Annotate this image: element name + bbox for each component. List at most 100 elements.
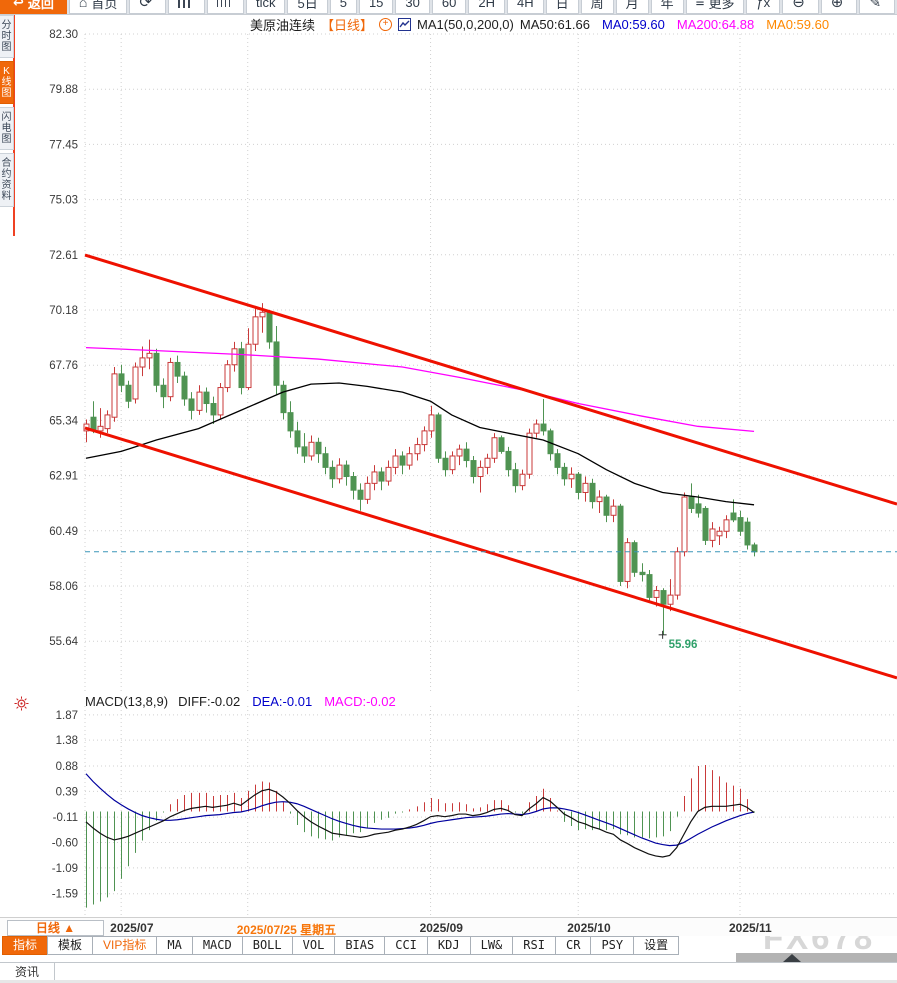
toolbar-button[interactable]: 5日 [287, 0, 328, 14]
toolbar-button[interactable]: 5 [329, 0, 357, 14]
svg-text:55.64: 55.64 [49, 636, 78, 648]
svg-text:-0.60: -0.60 [52, 838, 78, 850]
ma-value: MA0:59.60 [766, 17, 830, 32]
sidebar-chart-type-tab[interactable]: 闪电图 [0, 107, 14, 150]
indicator-button[interactable]: RSI [512, 936, 556, 955]
macd-legend: MACD(13,8,9) DIFF:-0.02 DEA:-0.01 MACD:-0.… [85, 694, 396, 709]
toolbar-button[interactable] [167, 0, 205, 14]
indicator-button[interactable]: LW& [469, 936, 514, 955]
ma-value: MA50:61.66 [519, 17, 590, 32]
indicator-button[interactable]: KDJ [426, 936, 471, 955]
ma-indicator-icon[interactable] [398, 18, 412, 31]
indicator-button[interactable]: CCI [384, 936, 428, 955]
svg-text:55.96: 55.96 [669, 639, 698, 651]
indicator-button[interactable]: 指标 [2, 936, 49, 955]
toolbar-button[interactable]: 年 [650, 0, 684, 14]
x-axis-label: 2025/07/25 星期五 [236, 923, 337, 937]
indicator-button[interactable]: PSY [590, 936, 635, 955]
scroll-handle-icon[interactable] [783, 954, 801, 962]
macd-value: DIFF:-0.02 [178, 694, 241, 709]
tab-news[interactable]: 资讯 [0, 963, 55, 980]
svg-text:-0.11: -0.11 [53, 812, 78, 824]
toolbar-button[interactable]: 更多 [685, 0, 745, 14]
toolbar-button[interactable]: 返回 [0, 0, 67, 14]
toolbar-button[interactable] [782, 0, 819, 14]
svg-text:58.06: 58.06 [49, 581, 78, 593]
x-axis-row: 日线 ▲ 2025/07 2025/07/25 星期五 2025/09 2025/10… [0, 917, 897, 937]
svg-text:-1.09: -1.09 [52, 863, 78, 875]
draw-icon [869, 0, 881, 9]
toolbar-button[interactable]: 4H [506, 0, 544, 14]
svg-text:-1.59: -1.59 [52, 889, 78, 901]
svg-text:72.61: 72.61 [49, 250, 78, 262]
indicator-button[interactable]: 模板 [47, 936, 94, 955]
period-label: 【日线】 [321, 18, 374, 33]
sidebar-chart-type-tab[interactable]: 分时图 [0, 15, 14, 58]
top-toolbar: 返回 首页 tick 5日 [0, 0, 897, 15]
indicator-button[interactable]: BOLL [241, 936, 293, 955]
macd-value: MACD:-0.02 [324, 694, 396, 709]
bottom-scrollbar[interactable] [736, 953, 897, 962]
ma-params: MA1(50,0,200,0) [417, 17, 514, 32]
toolbar-button[interactable]: 周 [580, 0, 614, 14]
toolbar-button[interactable] [859, 0, 896, 14]
svg-text:82.30: 82.30 [49, 29, 78, 41]
column-chart-icon [177, 0, 191, 8]
indicator-bar: 指标 模板 VIP指标 MA MACD BOLL VOL BIAS CCI KDJ LW& RSI CR… [2, 936, 680, 955]
macd-value: DEA:-0.01 [252, 694, 313, 709]
toolbar-button[interactable]: 月 [615, 0, 649, 14]
toolbar-button[interactable]: 日 [545, 0, 579, 14]
left-sidebar: 分时图 K线图 闪电图 合约资料 [0, 15, 14, 210]
bottom-strip [0, 980, 897, 983]
svg-text:60.49: 60.49 [49, 526, 78, 538]
zoom-out-icon [792, 0, 805, 10]
toolbar-button[interactable] [129, 0, 166, 14]
back-icon [13, 0, 24, 9]
toolbar-button[interactable]: ƒx [746, 0, 781, 14]
indicator-button[interactable]: 设置 [633, 936, 680, 955]
svg-text:77.45: 77.45 [49, 139, 78, 151]
home-icon [79, 0, 87, 9]
toolbar-button[interactable] [820, 0, 858, 14]
add-compare-icon[interactable] [379, 18, 393, 31]
news-bar: 资讯 [0, 962, 897, 980]
ma-value: MA0:59.60 [601, 17, 665, 32]
toolbar-button[interactable]: 60 [431, 0, 467, 14]
toolbar-button[interactable]: 15 [358, 0, 394, 14]
indicator-button[interactable]: VOL [291, 936, 336, 955]
indicator-button[interactable]: CR [554, 936, 592, 955]
indicator-button[interactable]: MACD [191, 936, 243, 955]
svg-text:70.18: 70.18 [49, 305, 78, 317]
toolbar-button[interactable]: 2H [468, 0, 505, 14]
toolbar-button[interactable]: tick [245, 0, 286, 14]
ma-values: MA50:61.66 MA0:59.60 MA200:64.88 MA0:59.60 [520, 17, 829, 32]
ma-value: MA200:64.88 [676, 17, 755, 32]
tick-chart-icon [216, 0, 230, 7]
zoom-in-icon [831, 0, 844, 10]
x-axis-label: 2025/10 [567, 921, 611, 935]
sidebar-chart-type-tab[interactable]: K线图 [0, 61, 14, 104]
x-axis-label: 2025/07 [110, 921, 154, 935]
svg-text:0.39: 0.39 [56, 786, 78, 798]
svg-text:67.76: 67.76 [49, 360, 78, 372]
price-chart-legend: 美原油连续 【日线】 MA1(50,0,200,0) MA50:61.66 MA0… [250, 15, 829, 34]
toolbar-button[interactable]: 首页 [68, 0, 128, 14]
symbol-name: 美原油连续 [250, 18, 316, 33]
toolbar-button[interactable]: 30 [395, 0, 430, 14]
sidebar-chart-type-tab[interactable]: 合约资料 [0, 153, 14, 207]
indicator-button[interactable]: MA [156, 936, 193, 955]
svg-text:1.87: 1.87 [56, 710, 78, 722]
macd-settings-icon[interactable] [14, 696, 29, 716]
svg-text:75.03: 75.03 [49, 195, 78, 207]
svg-text:62.91: 62.91 [49, 471, 78, 483]
macd-params: MACD(13,8,9) [85, 694, 169, 709]
indicator-button[interactable]: VIP指标 [92, 936, 158, 955]
svg-text:0.88: 0.88 [56, 761, 78, 773]
indicator-button[interactable]: BIAS [334, 936, 386, 955]
more-icon [696, 0, 705, 10]
toolbar-button[interactable] [206, 0, 244, 14]
period-selector[interactable]: 日线 ▲ [7, 920, 104, 936]
svg-text:79.88: 79.88 [49, 84, 78, 96]
